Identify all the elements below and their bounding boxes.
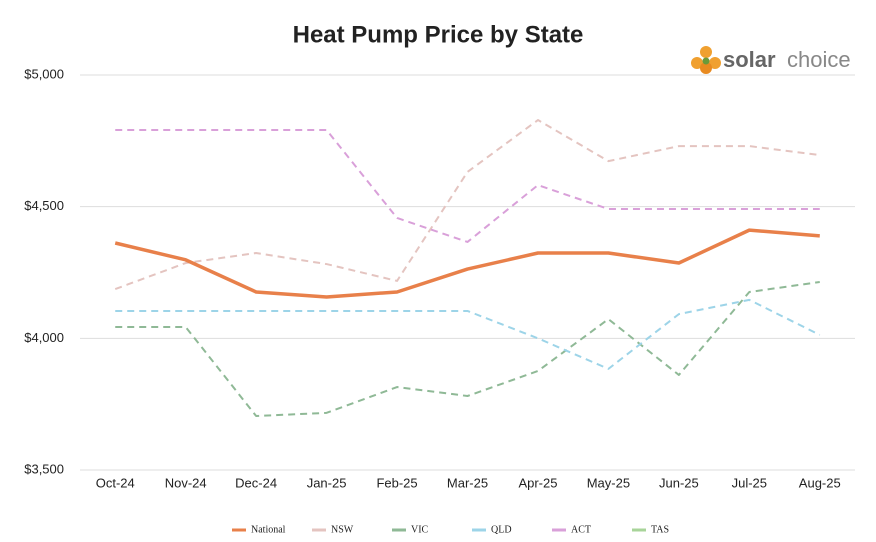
x-tick-label: Jul-25 — [732, 475, 767, 490]
legend-label: National — [251, 524, 286, 535]
x-tick-label: Aug-25 — [799, 475, 841, 490]
series-line — [115, 298, 821, 370]
x-tick-label: Mar-25 — [447, 475, 488, 490]
y-tick-label: $5,000 — [24, 66, 64, 81]
series-line — [114, 228, 820, 299]
logo-text: solar — [723, 47, 776, 72]
series-line — [115, 280, 820, 418]
chart-title: Heat Pump Price by State — [293, 21, 584, 48]
x-tick-label: Nov-24 — [165, 475, 207, 490]
x-tick-label: Dec-24 — [235, 475, 277, 490]
y-tick-label: $3,500 — [24, 461, 64, 476]
series-line — [115, 129, 820, 243]
legend-label: QLD — [491, 524, 512, 535]
series-line — [114, 119, 820, 291]
logo-petal — [709, 57, 721, 69]
x-tick-label: Jan-25 — [307, 475, 347, 490]
legend-label: VIC — [411, 524, 429, 535]
logo-text: choice — [787, 47, 851, 72]
logo-petal — [700, 46, 712, 58]
logo-petal — [691, 57, 703, 69]
x-tick-label: Jun-25 — [659, 475, 699, 490]
x-tick-label: May-25 — [587, 475, 630, 490]
legend-label: TAS — [651, 524, 669, 535]
logo-petal — [700, 62, 712, 74]
y-tick-label: $4,000 — [24, 330, 64, 345]
y-tick-label: $4,500 — [24, 198, 64, 213]
x-tick-label: Oct-24 — [96, 475, 135, 490]
logo: solar choice — [691, 46, 851, 74]
x-tick-label: Apr-25 — [518, 475, 557, 490]
legend-label: ACT — [571, 524, 591, 535]
x-tick-label: Feb-25 — [376, 475, 417, 490]
logo-center — [702, 57, 710, 65]
legend-label: NSW — [331, 524, 354, 535]
